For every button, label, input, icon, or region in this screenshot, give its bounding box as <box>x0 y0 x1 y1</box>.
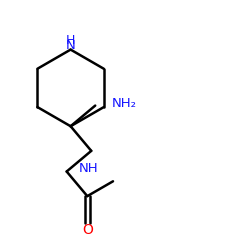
Text: H: H <box>66 34 75 47</box>
Text: NH: NH <box>78 162 98 175</box>
Text: N: N <box>66 40 76 52</box>
Text: NH₂: NH₂ <box>111 97 136 110</box>
Text: O: O <box>82 223 93 237</box>
